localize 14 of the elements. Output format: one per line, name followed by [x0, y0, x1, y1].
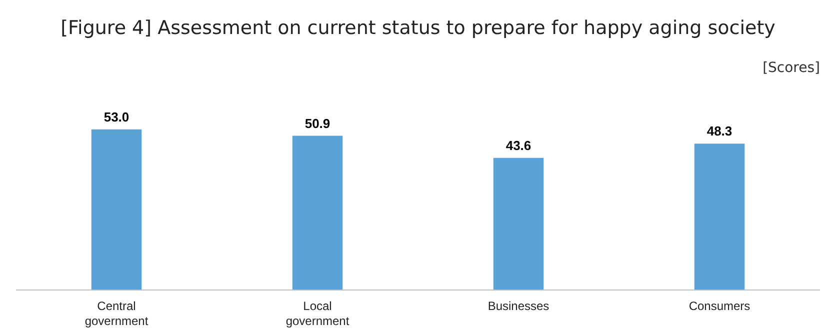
bar: [292, 136, 343, 290]
data-label: 43.6: [506, 138, 532, 153]
data-label: 48.3: [706, 124, 732, 139]
x-tick-label: Local government: [286, 299, 350, 328]
data-label: 53.0: [104, 109, 130, 124]
bar: [493, 158, 544, 290]
bar: [91, 129, 142, 290]
bar: [694, 144, 745, 290]
x-tick-label: Consumers: [688, 299, 750, 313]
chart-title: [Figure 4] Assessment on current status to prepare for happy aging society: [60, 17, 776, 39]
data-label: 50.9: [304, 116, 330, 131]
x-tick-label: Businesses: [488, 299, 550, 313]
y-axis-title: [Scores]: [762, 60, 820, 76]
x-tick-label: Central government: [84, 299, 149, 328]
